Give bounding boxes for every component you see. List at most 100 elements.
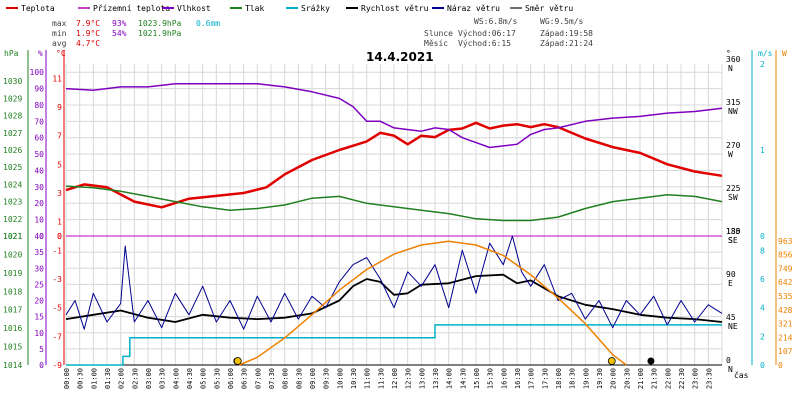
legend-label: Rychlost větru [361,4,429,13]
lower-pct-tick: 20 [34,297,44,306]
legend-item-tlak: Tlak [230,4,264,13]
upper-pct-tick: 90 [34,85,44,94]
x-tick-label: 02:30 [131,368,139,389]
lower-hpa-tick: 1019 [3,269,22,278]
x-tick-label: 19:30 [596,368,604,389]
lower-degc-tick: -1 [52,246,62,255]
legend-label: Teplota [21,4,55,13]
upper-pct-tick: 60 [34,134,44,143]
lower-pct-tick: 40 [34,232,44,241]
x-tick-label: 20:30 [623,368,631,389]
legend-label: Směr větru [525,4,573,13]
lower-degc-tick: -7 [52,332,62,341]
x-tick-label: 22:30 [678,368,686,389]
legend-item-rychlost-vetru: Rychlost větru [346,4,429,13]
series-solar [238,240,627,366]
x-tick-label: 06:00 [227,368,235,389]
legend-item-srazky: Srážky [286,4,330,13]
stat-min-press: 1021.9hPa [138,29,182,38]
lower-w-tick: 856 [778,251,793,260]
stat-min-label: min [52,29,67,38]
upper-hpa-tick: 1022 [3,215,22,224]
stat-avg-temp: 4.7°C [76,39,100,48]
lower-hpa-tick: 1015 [3,343,22,352]
x-tick-label: 12:00 [391,368,399,389]
upper-deg-tick: 180 [726,227,741,236]
hPa-unit-label: hPa [4,49,19,58]
lower-deg-tick: 0 [726,356,731,365]
upper-hpa-tick: 1023 [3,198,22,207]
series-vlhkost [65,82,723,149]
x-tick-label: 15:30 [487,368,495,389]
lower-deg-tick: 135 [726,227,741,236]
axes: hPa% °C ° m/s W10211022102310241025102610271… [3,49,793,374]
lower-w-tick: 963 [778,237,793,246]
lower-degc-tick: 0 [57,232,62,241]
lower-w-tick: 214 [778,333,793,342]
x-tick-label: 00:00 [63,368,71,389]
upper-degc-tick: 9 [57,103,62,112]
upper-degc-tick: 11 [52,74,62,83]
x-tick-label: 01:00 [90,368,98,389]
x-tick-label: 09:30 [323,368,331,389]
lower-hpa-tick: 1021 [3,232,22,241]
x-tick-label: 11:00 [364,368,372,389]
x-tick-label: 17:00 [528,368,536,389]
moon-label: Měsíc [424,39,448,48]
legend-item-vlhkost: Vlhkost [162,4,211,13]
x-tick-label: 21:00 [637,368,645,389]
x-tick-label: 14:30 [459,368,467,389]
x-axis-label: čas [734,370,749,380]
x-tick-label: 16:30 [514,368,522,389]
upper-deg-tick: 315 [726,98,741,107]
sun-symbol [607,357,616,365]
moonrise-info: Východ:6:15 [458,39,511,48]
moon-symbol [647,357,655,365]
upper-deg-tick: 360 [726,55,741,64]
lower-degc-tick: -9 [52,361,62,370]
lower-ms-tick: 4 [760,304,765,313]
legend-label: Vlhkost [177,4,211,13]
lower-degc-tick: -5 [52,304,62,313]
stat-max-hum: 93% [112,19,127,28]
lower-pct-tick: 5 [39,345,44,354]
upper-deg-dir-tick: SW [728,193,738,202]
upper-pct-tick: 0 [39,232,44,241]
x-tick-label: 08:30 [295,368,303,389]
lower-hpa-tick: 1016 [3,324,22,333]
legend-label: Přízemní teplota [93,4,170,13]
upper-degc-tick: 0 [57,232,62,241]
w-unit-label: W [782,49,787,58]
x-tick-label: 19:00 [582,368,590,389]
lower-w-tick: 749 [778,264,793,273]
pct-unit-label: % [38,49,43,58]
upper-hpa-tick: 1028 [3,112,22,121]
upper-pct-tick: 20 [34,199,44,208]
lower-pct-tick: 30 [34,264,44,273]
upper-hpa-tick: 1027 [3,129,22,138]
x-tick-label: 15:00 [473,368,481,389]
lower-deg-dir-tick: E [728,279,733,288]
lower-w-tick: 535 [778,292,793,301]
x-tick-label: 06:30 [241,368,249,389]
wind-speed-info: WS:6.8m/s [474,17,518,26]
stat-min-hum: 54% [112,29,127,38]
x-tick-label: 18:00 [555,368,563,389]
lower-ms-tick: 6 [760,275,765,284]
sunset-info: Západ:19:58 [540,29,593,38]
series [65,82,723,366]
upper-pct-tick: 30 [34,183,44,192]
wind-gust-info: WG:9.5m/s [540,17,584,26]
sunrise-info: Východ:06:17 [458,29,516,38]
lower-w-tick: 642 [778,278,793,287]
x-tick-label: 13:00 [418,368,426,389]
upper-ms-tick: 2 [760,60,765,69]
x-tick-label: 07:00 [254,368,262,389]
x-tick-label: 23:30 [705,368,713,389]
lower-w-tick: 0 [778,361,783,370]
upper-deg-dir-tick: W [728,150,733,159]
upper-degc-tick: 5 [57,160,62,169]
upper-hpa-tick: 1029 [3,94,22,103]
